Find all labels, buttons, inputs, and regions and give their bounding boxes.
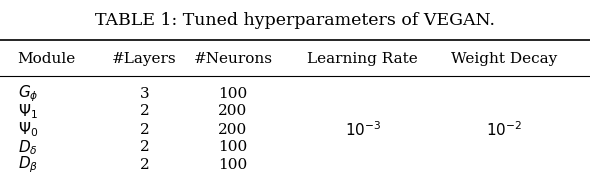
Text: $\Psi_0$: $\Psi_0$ [18, 120, 38, 139]
Text: 2: 2 [140, 158, 149, 172]
Text: 100: 100 [218, 140, 248, 154]
Text: #Layers: #Layers [112, 52, 177, 66]
Text: 2: 2 [140, 104, 149, 118]
Text: 100: 100 [218, 158, 248, 172]
Text: $\Psi_1$: $\Psi_1$ [18, 102, 38, 121]
Text: 200: 200 [218, 104, 248, 118]
Text: $D_{\beta}$: $D_{\beta}$ [18, 155, 38, 175]
Text: Learning Rate: Learning Rate [307, 52, 418, 66]
Text: $G_{\phi}$: $G_{\phi}$ [18, 84, 38, 104]
Text: TABLE 1: Tuned hyperparameters of VEGAN.: TABLE 1: Tuned hyperparameters of VEGAN. [95, 12, 495, 29]
Text: Weight Decay: Weight Decay [451, 52, 558, 66]
Text: $10^{-3}$: $10^{-3}$ [345, 120, 381, 139]
Text: $10^{-2}$: $10^{-2}$ [486, 120, 523, 139]
Text: 3: 3 [140, 87, 149, 101]
Text: $D_{\delta}$: $D_{\delta}$ [18, 138, 37, 157]
Text: Module: Module [18, 52, 76, 66]
Text: 2: 2 [140, 123, 149, 137]
Text: 2: 2 [140, 140, 149, 154]
Text: 100: 100 [218, 87, 248, 101]
Text: 200: 200 [218, 123, 248, 137]
Text: #Neurons: #Neurons [194, 52, 273, 66]
